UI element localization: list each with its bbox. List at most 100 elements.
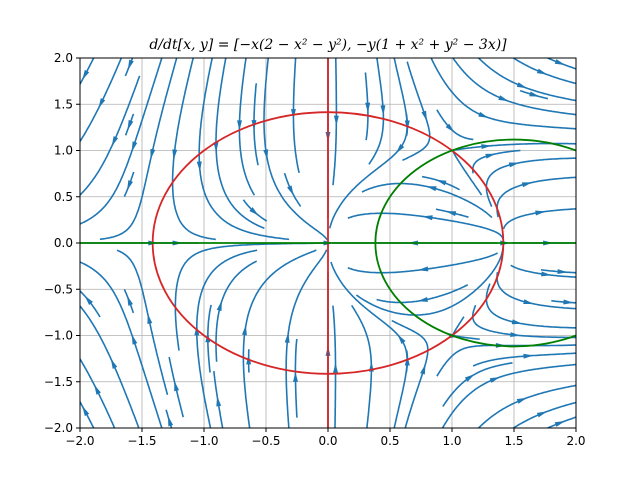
streamline — [436, 344, 576, 377]
stream-arrow — [536, 68, 548, 75]
stream-arrow — [94, 384, 101, 395]
stream-arrow — [263, 149, 269, 160]
streamline — [80, 58, 163, 225]
stream-arrow — [147, 313, 153, 325]
stream-arrow — [417, 266, 429, 272]
streamline — [485, 283, 576, 329]
stream-arrow — [485, 153, 496, 159]
stream-arrow — [563, 299, 574, 305]
y-tick-label: −0.5 — [44, 282, 73, 296]
streamline — [436, 109, 474, 141]
x-tick-label: −0.5 — [251, 434, 280, 448]
x-tick-label: 1.0 — [442, 434, 461, 448]
streamline — [242, 199, 268, 222]
stream-arrow — [536, 411, 548, 418]
streamline — [477, 384, 576, 428]
x-tick-label: −1.0 — [189, 434, 218, 448]
stream-arrow — [196, 161, 202, 172]
stream-arrow — [426, 186, 437, 192]
stream-arrow — [127, 180, 133, 191]
stream-arrow — [127, 119, 134, 131]
stream-arrow — [216, 300, 222, 312]
stream-arrow — [436, 179, 447, 186]
stream-arrow — [445, 123, 455, 133]
y-tick-label: −1.5 — [44, 375, 73, 389]
stream-arrow — [397, 334, 406, 344]
streamline — [351, 304, 373, 428]
streamline — [368, 58, 385, 165]
stream-arrow — [127, 59, 134, 70]
stream-arrow — [293, 371, 298, 382]
stream-arrow — [241, 324, 247, 336]
streamline — [238, 58, 256, 196]
stream-arrow — [111, 136, 119, 147]
y-tick-label: 1.0 — [54, 144, 73, 158]
stream-arrow — [541, 271, 552, 277]
stream-arrow — [510, 332, 521, 338]
stream-arrow — [365, 102, 371, 113]
stream-arrow — [82, 405, 90, 417]
y-tick-label: −1.0 — [44, 329, 73, 343]
x-tick-label: 2.0 — [566, 434, 585, 448]
stream-arrow — [287, 185, 294, 196]
streamline — [285, 249, 328, 428]
y-tick-label: 0.0 — [54, 236, 73, 250]
stream-arrow — [284, 332, 290, 343]
stream-arrow — [150, 148, 156, 160]
stream-arrow — [498, 95, 509, 102]
stream-arrow — [557, 269, 568, 275]
stream-arrow — [554, 420, 566, 427]
streamline — [242, 249, 317, 428]
y-tick-label: 2.0 — [54, 51, 73, 65]
x-tick-label: −2.0 — [65, 434, 94, 448]
y-tick-label: 0.5 — [54, 190, 73, 204]
stream-arrow — [554, 59, 566, 66]
y-tick-label: −2.0 — [44, 421, 73, 435]
streamline — [328, 58, 408, 229]
streamline — [283, 172, 302, 207]
streamline — [80, 289, 101, 318]
stream-arrow — [172, 149, 178, 160]
stream-arrow — [333, 362, 339, 373]
stream-arrow — [131, 334, 138, 345]
streamline — [80, 261, 163, 428]
stream-arrow — [380, 105, 386, 116]
streamline — [496, 271, 576, 310]
streamline — [442, 362, 513, 407]
stream-arrow — [174, 380, 180, 392]
stream-arrow — [508, 162, 520, 168]
axis-ticks: −2.0 −1.5 −1.0 −0.5 0.0 0.5 1.0 1.5 2.0 −2.0 −1.5 −… — [44, 51, 586, 448]
streamline — [477, 58, 576, 102]
stream-arrow — [421, 110, 427, 122]
stream-arrow — [420, 364, 426, 375]
stream-arrow — [516, 397, 528, 404]
streamlines — [80, 58, 576, 428]
stream-arrow — [478, 111, 489, 118]
streamline — [198, 58, 290, 241]
x-tick-label: 0.0 — [318, 434, 337, 448]
stream-arrow — [237, 120, 243, 131]
chart-title: d/dt[x, y] = [−x(2 − x² − y²), −y(1 + x²… — [149, 37, 507, 53]
stream-arrow — [98, 98, 106, 109]
stream-arrow — [127, 295, 133, 306]
stream-arrow — [249, 207, 259, 216]
stream-arrow — [395, 144, 405, 154]
stream-arrow — [489, 376, 501, 383]
stream-arrow — [464, 374, 475, 382]
stream-arrow — [131, 141, 138, 152]
stream-arrow — [511, 319, 523, 325]
stream-arrow — [84, 295, 93, 306]
stream-arrow — [445, 211, 457, 217]
stream-arrow — [422, 215, 433, 221]
stream-arrow — [535, 210, 546, 216]
stream-arrow — [523, 299, 534, 305]
stream-arrow — [521, 182, 533, 188]
stream-arrow — [333, 115, 339, 126]
stream-arrow — [481, 144, 492, 150]
stream-arrow — [82, 69, 90, 81]
nullclines — [80, 58, 576, 428]
stream-arrow — [523, 353, 534, 359]
stream-arrow — [213, 142, 219, 153]
y-tick-label: 1.5 — [54, 97, 73, 111]
stream-arrow — [110, 358, 118, 369]
